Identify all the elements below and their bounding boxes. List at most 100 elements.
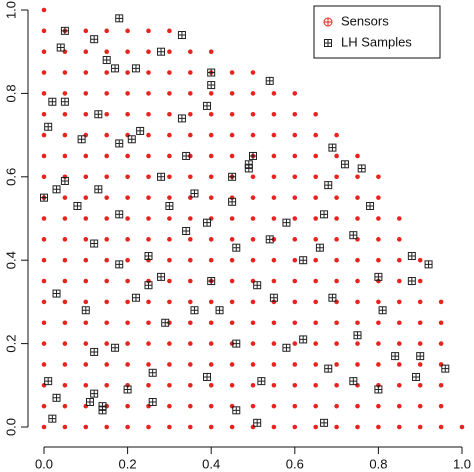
sample-point <box>407 277 416 286</box>
sample-point <box>182 227 191 236</box>
sensor-point <box>229 424 235 430</box>
sample-cross <box>341 160 349 168</box>
sensor-point <box>376 424 381 430</box>
sample-cross <box>178 114 186 122</box>
sensor-point <box>292 91 298 96</box>
sensor-point <box>167 424 172 430</box>
sensor-point <box>376 299 381 305</box>
sensor-point <box>104 237 109 242</box>
sensor-point <box>313 383 319 388</box>
sample-point <box>144 281 153 290</box>
sample-point <box>320 210 329 219</box>
sensor-point <box>355 153 360 159</box>
sensor-point <box>250 278 256 284</box>
sensor-point <box>376 320 381 326</box>
sensor-point <box>355 403 360 409</box>
sensor-point <box>146 341 151 346</box>
sensor-point <box>104 28 109 34</box>
sample-point <box>249 151 257 160</box>
sensor-point <box>83 174 89 180</box>
sensor-point <box>104 341 109 346</box>
sensor-point <box>146 320 151 326</box>
sensor-point <box>417 383 423 388</box>
sensor-point <box>41 70 47 75</box>
sensor-point <box>417 299 423 305</box>
sample-point <box>228 197 237 206</box>
sample-cross <box>408 252 416 260</box>
sensor-point <box>167 403 172 409</box>
sensor-point <box>229 278 235 284</box>
sample-cross <box>282 344 290 352</box>
sensor-point <box>125 195 130 200</box>
sample-point <box>299 256 308 265</box>
sample-cross <box>203 102 211 110</box>
sensor-point <box>167 91 172 96</box>
sensor-point <box>83 403 89 409</box>
sensor-point <box>83 216 89 221</box>
x-tick-label: 0.8 <box>369 456 387 471</box>
sample-point <box>215 306 224 315</box>
sample-point <box>257 377 266 386</box>
sensor-point <box>208 341 214 346</box>
sample-cross <box>391 352 399 360</box>
sample-point <box>253 418 262 427</box>
sample-cross <box>232 340 240 348</box>
sensor-point <box>41 362 47 367</box>
sensor-point <box>146 299 151 305</box>
sensor-point <box>167 299 172 305</box>
sensor-point <box>62 153 68 159</box>
sensor-point <box>188 299 193 305</box>
sample-point <box>81 306 90 315</box>
sensor-point <box>292 424 298 430</box>
sensor-point <box>83 362 89 367</box>
sample-point <box>157 172 166 181</box>
sensor-point <box>62 403 68 409</box>
sensor-point <box>208 362 214 367</box>
sample-cross <box>425 260 433 268</box>
sensor-point <box>397 299 402 305</box>
y-tick-label: 0.8 <box>3 84 18 102</box>
sample-cross <box>228 198 236 206</box>
sample-point <box>207 277 216 286</box>
sensor-point <box>62 111 68 117</box>
sample-cross <box>203 373 211 381</box>
sensor-point <box>41 299 47 305</box>
sensor-point <box>104 132 109 138</box>
sample-cross <box>328 294 336 302</box>
sensor-point <box>292 299 298 305</box>
sensor-point <box>355 341 360 346</box>
sample-point <box>391 352 400 361</box>
sample-point <box>374 272 383 281</box>
sample-point <box>349 231 358 240</box>
sample-cross <box>416 352 424 360</box>
legend-box <box>313 5 441 59</box>
sensor-point <box>313 237 319 242</box>
sensor-point <box>104 70 109 75</box>
sensor-point <box>313 320 319 326</box>
sample-point <box>182 151 191 160</box>
sample-cross <box>103 56 111 64</box>
sensor-point <box>62 216 68 221</box>
sensor-point <box>271 132 277 138</box>
sensor-point <box>250 362 256 367</box>
sample-point <box>190 306 199 315</box>
sample-cross <box>266 77 274 85</box>
sample-point <box>111 343 120 352</box>
sample-cross <box>99 406 107 414</box>
sensor-point <box>167 49 172 54</box>
sensor-point <box>250 424 256 430</box>
sample-point <box>207 81 216 90</box>
sensor-point <box>167 216 172 221</box>
sensor-point <box>438 403 444 409</box>
sensor-point <box>41 111 47 117</box>
sample-cross <box>132 64 140 72</box>
sensor-point <box>62 383 68 388</box>
sensor-point <box>229 237 235 242</box>
sample-cross <box>207 81 215 89</box>
sample-point <box>265 76 274 85</box>
sample-point <box>232 243 241 252</box>
sample-cross <box>249 152 257 160</box>
sensor-point <box>62 237 68 242</box>
sensor-point <box>250 70 256 75</box>
sample-cross <box>136 127 144 135</box>
